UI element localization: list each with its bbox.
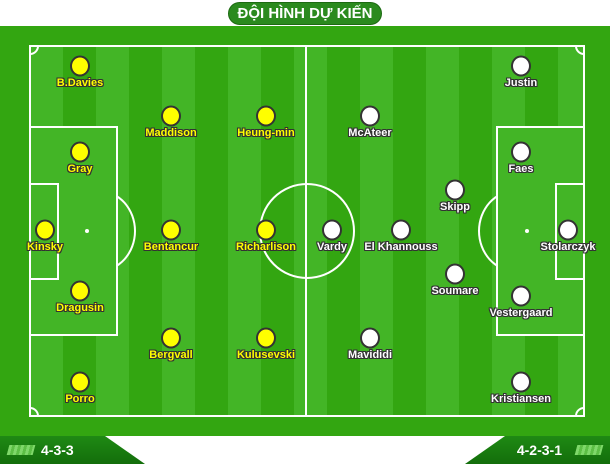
away-player-name: Justin xyxy=(504,77,538,89)
away-player-name: Faes xyxy=(508,163,534,175)
away-player-name: Mavididi xyxy=(347,349,393,361)
away-player-marker[interactable] xyxy=(511,371,531,393)
home-player-name: Heung-min xyxy=(237,127,295,139)
home-player-name: Maddison xyxy=(145,127,197,139)
away-player-marker[interactable] xyxy=(511,55,531,77)
home-player-name: Gray xyxy=(67,163,93,175)
home-player-name: Richarlison xyxy=(236,241,296,253)
home-player-name: Porro xyxy=(65,393,95,405)
home-player-name: Dragusin xyxy=(56,302,104,314)
home-player-marker[interactable] xyxy=(161,105,181,127)
corner-arc xyxy=(30,407,39,416)
home-player-marker[interactable] xyxy=(161,327,181,349)
left-goal-box xyxy=(29,183,59,280)
right-goal-box xyxy=(555,183,585,280)
away-formation-tab: 4-2-3-1 xyxy=(465,436,610,464)
away-player-name: Skipp xyxy=(440,201,470,213)
home-player-marker[interactable] xyxy=(256,105,276,127)
home-player-name: B.Davies xyxy=(56,77,104,89)
away-player-name: Vestergaard xyxy=(489,307,553,319)
home-player-marker[interactable] xyxy=(256,327,276,349)
away-player-name: Vardy xyxy=(317,241,347,253)
home-player-marker[interactable] xyxy=(161,219,181,241)
home-player-name: Bergvall xyxy=(149,349,193,361)
away-player-marker[interactable] xyxy=(511,285,531,307)
home-formation: 4-3-3 xyxy=(41,442,74,458)
home-player-name: Kinsky xyxy=(26,241,64,253)
pitch-icon xyxy=(6,445,36,455)
corner-arc xyxy=(575,407,584,416)
away-player-marker[interactable] xyxy=(558,219,578,241)
left-penalty-spot xyxy=(85,229,89,233)
home-player-name: Bentancur xyxy=(143,241,199,253)
away-player-name: Kristiansen xyxy=(491,393,551,405)
away-player-name: McAteer xyxy=(348,127,392,139)
home-player-marker[interactable] xyxy=(70,55,90,77)
home-player-marker[interactable] xyxy=(70,280,90,302)
home-player-marker[interactable] xyxy=(70,371,90,393)
away-formation: 4-2-3-1 xyxy=(516,442,562,458)
away-player-marker[interactable] xyxy=(445,179,465,201)
home-player-marker[interactable] xyxy=(256,219,276,241)
away-player-marker[interactable] xyxy=(511,141,531,163)
right-penalty-spot xyxy=(525,229,529,233)
away-player-marker[interactable] xyxy=(322,219,342,241)
away-player-marker[interactable] xyxy=(391,219,411,241)
away-player-marker[interactable] xyxy=(360,327,380,349)
away-player-name: Soumare xyxy=(431,285,479,297)
home-player-marker[interactable] xyxy=(35,219,55,241)
away-player-name: Stolarczyk xyxy=(540,241,596,253)
away-player-marker[interactable] xyxy=(445,263,465,285)
home-player-marker[interactable] xyxy=(70,141,90,163)
home-player-name: Kulusevski xyxy=(236,349,296,361)
lineup-title: ĐỘI HÌNH DỰ KIẾN xyxy=(228,2,382,25)
away-player-marker[interactable] xyxy=(360,105,380,127)
away-player-name: El Khannouss xyxy=(364,241,438,253)
home-formation-tab: 4-3-3 xyxy=(0,436,145,464)
pitch-icon xyxy=(574,445,604,455)
corner-arc xyxy=(575,46,584,55)
